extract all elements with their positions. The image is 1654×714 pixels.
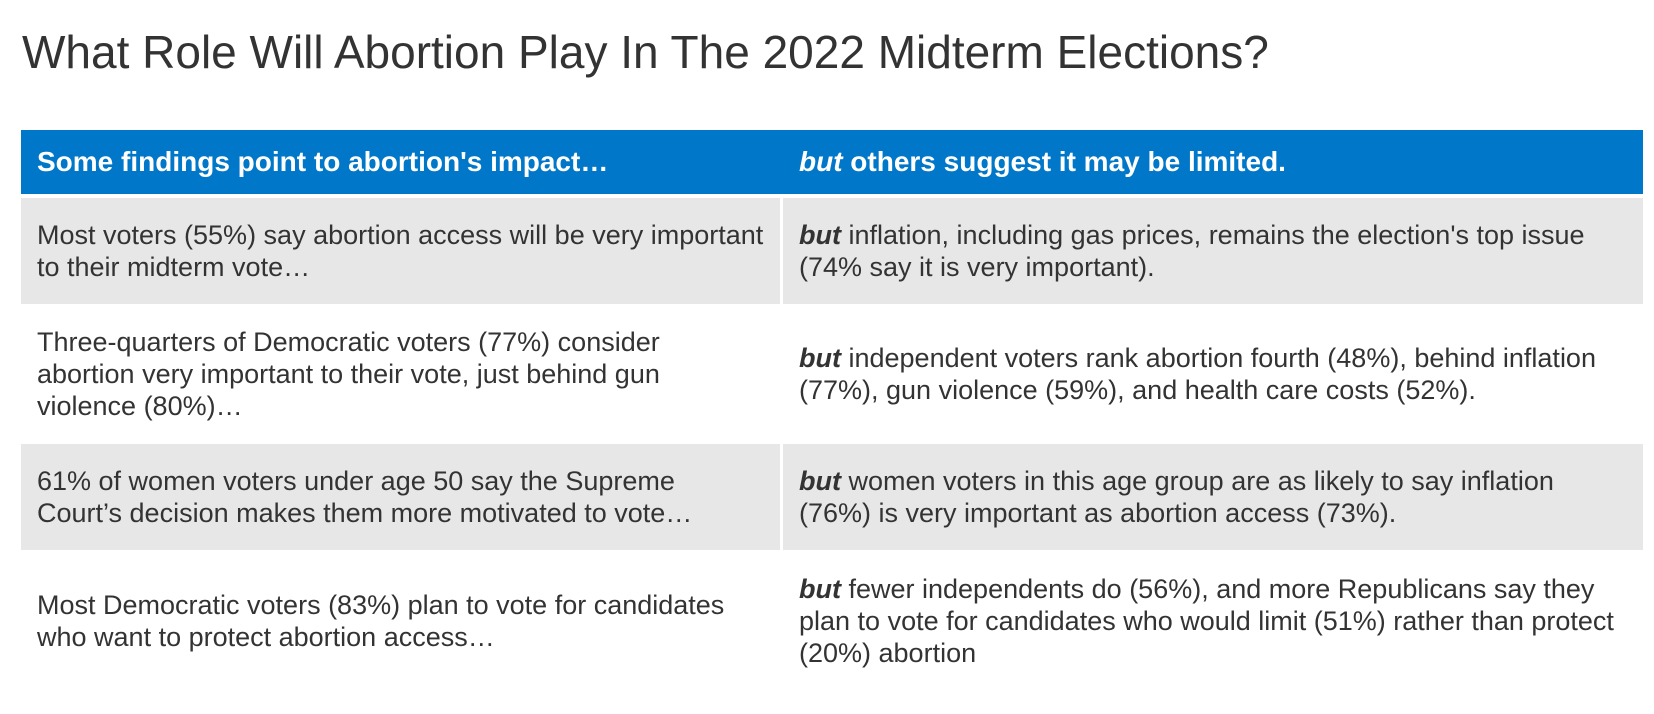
row-right-text: independent voters rank abortion fourth … — [799, 343, 1596, 405]
row-left-text: Most Democratic voters (83%) plan to vot… — [37, 590, 725, 652]
comparison-table: Some findings point to abortion's impact… — [21, 130, 1643, 688]
table-row: Three-quarters of Democratic voters (77%… — [21, 304, 1643, 440]
row-right-text: women voters in this age group are as li… — [799, 466, 1554, 528]
row-left-cell: Most Democratic voters (83%) plan to vot… — [21, 554, 783, 688]
table-row: Most voters (55%) say abortion access wi… — [21, 194, 1643, 304]
header-right-emphasis: but — [799, 146, 843, 177]
row-right-emphasis: but — [799, 343, 841, 373]
header-left-text: Some findings point to abortion's impact… — [37, 146, 609, 177]
row-left-text: 61% of women voters under age 50 say the… — [37, 466, 693, 528]
row-right-text: fewer independents do (56%), and more Re… — [799, 574, 1614, 668]
row-left-cell: Three-quarters of Democratic voters (77%… — [21, 308, 783, 440]
row-right-cell: but fewer independents do (56%), and mor… — [783, 554, 1643, 688]
row-right-emphasis: but — [799, 574, 841, 604]
row-left-text: Most voters (55%) say abortion access wi… — [37, 220, 764, 282]
page-title: What Role Will Abortion Play In The 2022… — [22, 26, 1269, 78]
row-right-text: inflation, including gas prices, remains… — [799, 220, 1585, 282]
header-left-cell: Some findings point to abortion's impact… — [21, 130, 783, 194]
row-left-cell: Most voters (55%) say abortion access wi… — [21, 198, 783, 304]
header-right-text: others suggest it may be limited. — [842, 146, 1286, 177]
row-right-cell: but inflation, including gas prices, rem… — [783, 198, 1643, 304]
row-right-emphasis: but — [799, 220, 841, 250]
row-right-cell: but independent voters rank abortion fou… — [783, 308, 1643, 440]
row-left-cell: 61% of women voters under age 50 say the… — [21, 444, 783, 550]
row-left-text: Three-quarters of Democratic voters (77%… — [37, 327, 660, 421]
table-header-row: Some findings point to abortion's impact… — [21, 130, 1643, 194]
row-right-emphasis: but — [799, 466, 841, 496]
table-row: Most Democratic voters (83%) plan to vot… — [21, 550, 1643, 688]
row-right-cell: but women voters in this age group are a… — [783, 444, 1643, 550]
table-row: 61% of women voters under age 50 say the… — [21, 440, 1643, 550]
header-right-cell: but others suggest it may be limited. — [783, 130, 1643, 194]
